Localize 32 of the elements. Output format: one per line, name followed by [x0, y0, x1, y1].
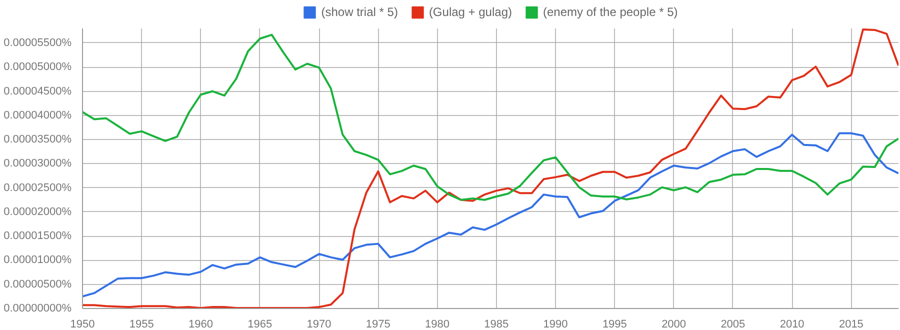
y-tick-label: 0.00005000% — [4, 61, 72, 74]
y-tick-label: 0.00003500% — [4, 134, 72, 146]
x-tick-label: 1965 — [248, 318, 272, 330]
line-series — [82, 28, 898, 308]
y-tick-label: 0.00004500% — [4, 85, 72, 98]
line-series — [82, 34, 898, 201]
y-tick-label: 0.00003000% — [4, 158, 72, 170]
x-tick-label: 2000 — [662, 318, 686, 330]
y-tick-label: 0.00005500% — [4, 36, 72, 49]
x-tick-label: 1975 — [366, 318, 390, 330]
y-tick-label: 0.00002500% — [4, 182, 72, 194]
x-tick-label: 1985 — [484, 318, 509, 330]
legend-label: (show trial * 5) — [321, 5, 398, 19]
x-tick-label: 1980 — [425, 318, 450, 330]
y-tick-label: 0.00001000% — [4, 254, 72, 266]
y-tick-label: 0.00004000% — [4, 109, 72, 122]
x-tick-label: 2015 — [838, 318, 864, 330]
x-tick-label: 1960 — [188, 318, 214, 330]
y-tick-label: 0.00000500% — [4, 278, 72, 290]
line-series — [82, 132, 898, 298]
x-tick-label: 1955 — [129, 318, 154, 330]
legend-label: (enemy of the people * 5) — [543, 5, 678, 19]
x-tick-label: 1995 — [602, 318, 627, 330]
x-tick-label: 1990 — [543, 318, 568, 330]
y-tick-label: 0.00001500% — [4, 230, 72, 242]
x-tick-label: 1950 — [70, 318, 95, 330]
y-tick-label: 0.00002000% — [4, 206, 72, 218]
x-tick-label: 2010 — [780, 318, 804, 330]
y-tick-label: 0.00000000% — [4, 302, 72, 314]
x-tick-label: 1970 — [306, 318, 332, 330]
x-tick-label: 2005 — [720, 318, 746, 330]
legend-label: (Gulag + gulag) — [428, 5, 512, 19]
